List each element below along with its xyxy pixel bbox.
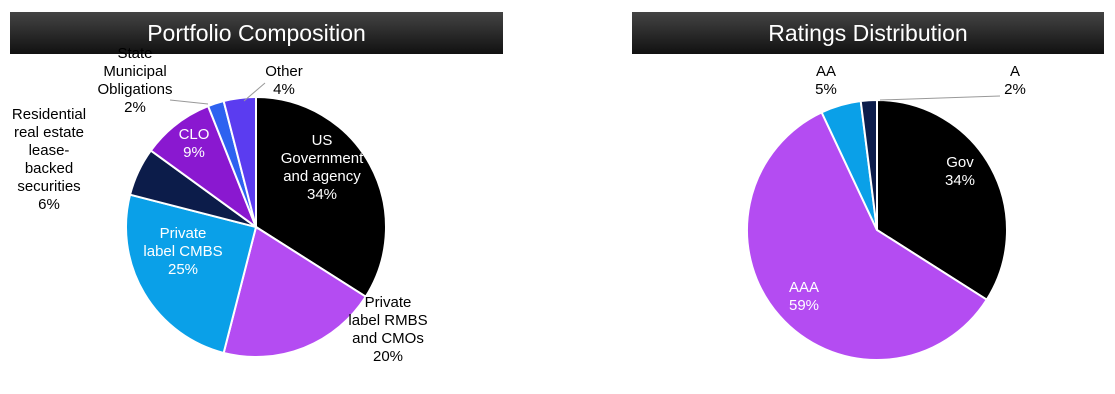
leader-line-state-municipal-obligations xyxy=(169,99,209,105)
data-label-private-label-rmbs-and-cmos: Private label RMBS and CMOs 20% xyxy=(348,294,427,365)
data-label-private-label-cmbs: Private label CMBS 25% xyxy=(143,225,222,278)
slice-aaa xyxy=(746,111,989,361)
data-label-state-municipal-obligations: State Municipal Obligations 2% xyxy=(97,45,172,116)
leader-line-other xyxy=(243,82,266,102)
slice-a xyxy=(859,98,878,231)
slice-other xyxy=(222,95,257,228)
data-label-us-government-and-agency: US Government and agency 34% xyxy=(281,132,364,203)
portfolio-composition-title: Portfolio Composition xyxy=(10,12,503,54)
data-label-gov: Gov 34% xyxy=(945,154,975,189)
ratings-distribution-title: Ratings Distribution xyxy=(632,12,1104,54)
data-label-aaa: AAA 59% xyxy=(789,279,819,314)
data-label-aa: AA 5% xyxy=(815,63,837,98)
slice-private-label-rmbs-and-cmos xyxy=(222,225,368,358)
data-label-a: A 2% xyxy=(1004,63,1026,98)
data-label-other: Other 4% xyxy=(265,63,303,98)
data-label-residential-real-estate-lease-backed-securities: Residential real estate lease-backed securi… xyxy=(12,106,86,213)
leader-line-a xyxy=(879,95,1001,101)
slice-private-label-cmbs xyxy=(125,193,258,355)
data-label-clo: CLO 9% xyxy=(179,126,210,161)
